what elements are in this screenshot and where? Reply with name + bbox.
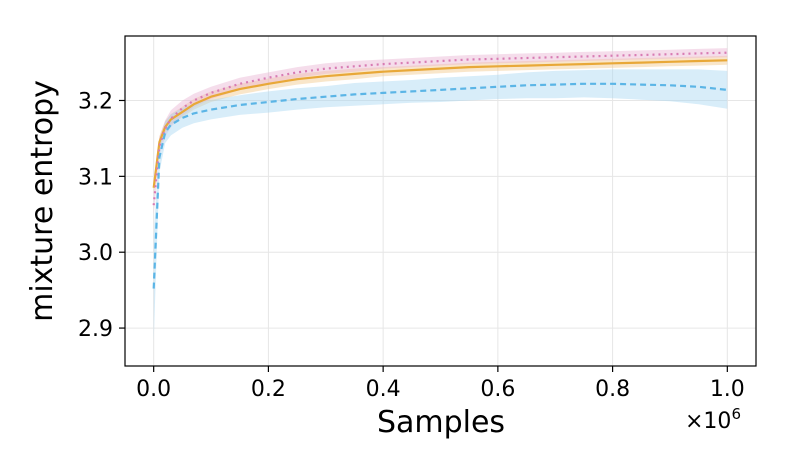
x-offset-base: ×10 [685, 409, 731, 434]
series-2-line [152, 51, 728, 206]
x-tick-label: 1.0 [710, 377, 745, 402]
x-tick-label: 0.2 [251, 377, 286, 402]
plot-frame [124, 35, 757, 367]
series-3-line [152, 82, 728, 289]
x-axis-offset-label: ×106 [685, 405, 741, 434]
band-layer [153, 48, 728, 342]
x-tick-label: 0.8 [595, 377, 630, 402]
y-axis-title: mixture entropy [25, 80, 60, 322]
grid-layer [125, 36, 756, 366]
x-tick-label: 0.4 [366, 377, 401, 402]
y-tick-label: 3.1 [78, 165, 113, 190]
series-3-band [153, 69, 728, 342]
y-tick-label: 2.9 [78, 317, 113, 342]
x-tick-label: 0.0 [136, 377, 171, 402]
x-axis-title: Samples [377, 405, 505, 440]
x-offset-exponent: 6 [731, 405, 741, 423]
y-tick-label: 3.2 [78, 89, 113, 114]
x-tick-label: 0.6 [480, 377, 515, 402]
tick-layer: 0.0 0.2 0.4 0.6 0.8 1.0 2.9 3.0 3.1 3.2 [78, 89, 745, 402]
y-tick-label: 3.0 [78, 241, 113, 266]
line-layer [152, 51, 728, 289]
series-1-line [152, 59, 728, 188]
